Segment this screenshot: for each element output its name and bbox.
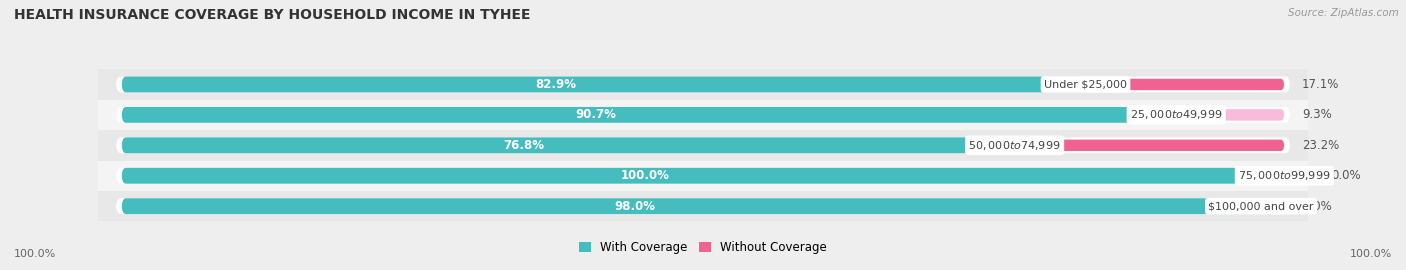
FancyBboxPatch shape: [115, 76, 1291, 92]
Text: 23.2%: 23.2%: [1302, 139, 1339, 152]
Text: 9.3%: 9.3%: [1302, 108, 1331, 122]
FancyBboxPatch shape: [122, 137, 1011, 153]
FancyBboxPatch shape: [115, 137, 1291, 153]
FancyBboxPatch shape: [1091, 79, 1284, 90]
FancyBboxPatch shape: [115, 198, 1291, 214]
Text: HEALTH INSURANCE COVERAGE BY HOUSEHOLD INCOME IN TYHEE: HEALTH INSURANCE COVERAGE BY HOUSEHOLD I…: [14, 8, 530, 22]
Text: 100.0%: 100.0%: [1350, 249, 1392, 259]
FancyBboxPatch shape: [122, 168, 1281, 184]
Text: 76.8%: 76.8%: [503, 139, 544, 152]
FancyBboxPatch shape: [1267, 201, 1284, 212]
Legend: With Coverage, Without Coverage: With Coverage, Without Coverage: [574, 236, 832, 259]
Bar: [98, 69, 1308, 100]
FancyBboxPatch shape: [122, 76, 1083, 92]
Bar: [98, 161, 1308, 191]
FancyBboxPatch shape: [1182, 109, 1284, 121]
Text: $25,000 to $49,999: $25,000 to $49,999: [1130, 108, 1222, 122]
Bar: [98, 191, 1308, 221]
Text: 90.7%: 90.7%: [576, 108, 617, 122]
Bar: [98, 100, 1308, 130]
Bar: [98, 130, 1308, 161]
FancyBboxPatch shape: [1021, 140, 1284, 151]
Text: 100.0%: 100.0%: [620, 169, 669, 182]
Text: $100,000 and over: $100,000 and over: [1208, 201, 1313, 211]
Text: 98.0%: 98.0%: [614, 200, 655, 213]
Text: 100.0%: 100.0%: [14, 249, 56, 259]
FancyBboxPatch shape: [122, 198, 1257, 214]
Text: 82.9%: 82.9%: [534, 78, 576, 91]
FancyBboxPatch shape: [115, 168, 1291, 184]
FancyBboxPatch shape: [115, 107, 1291, 123]
FancyBboxPatch shape: [122, 107, 1173, 123]
Text: 0.0%: 0.0%: [1331, 169, 1361, 182]
Text: $75,000 to $99,999: $75,000 to $99,999: [1239, 169, 1330, 182]
Text: Source: ZipAtlas.com: Source: ZipAtlas.com: [1288, 8, 1399, 18]
Text: Under $25,000: Under $25,000: [1045, 79, 1128, 89]
Text: 17.1%: 17.1%: [1302, 78, 1339, 91]
Text: $50,000 to $74,999: $50,000 to $74,999: [969, 139, 1062, 152]
Text: 2.0%: 2.0%: [1302, 200, 1331, 213]
